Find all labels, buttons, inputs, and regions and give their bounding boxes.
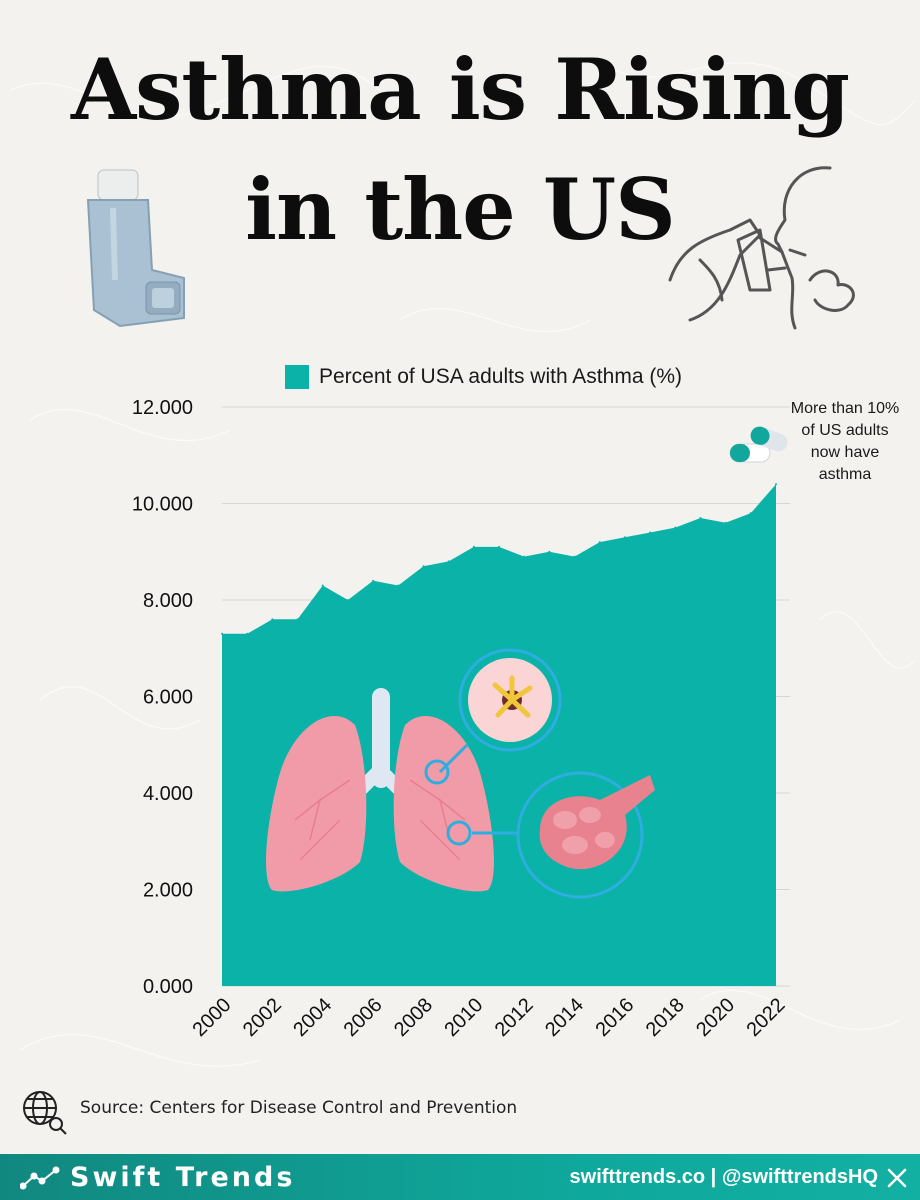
x-tick-label: 2022 [743,994,790,1041]
data-point [372,579,375,582]
page-title-line-2: in the US [245,160,676,259]
page-title-line-1: Asthma is Rising [70,40,850,139]
data-point [598,541,601,544]
data-point [346,599,349,601]
data-point [246,632,249,635]
inhaler-icon [86,169,185,328]
y-tick-label: 0.000 [143,976,193,998]
data-point [472,545,475,548]
person-inhaler-icon [668,166,855,330]
chart-legend: Percent of USA adults with Asthma (%) [285,362,682,392]
data-point [573,555,576,558]
x-tick-label: 2006 [340,994,387,1041]
data-point [749,512,752,515]
x-logo-icon[interactable] [886,1167,908,1189]
y-tick-label: 6.000 [143,687,193,709]
x-tick-label: 2008 [390,994,437,1041]
data-point [221,632,223,635]
y-tick-label: 12.000 [132,397,193,419]
brand-name: Swift Trends [70,1162,296,1193]
x-tick-label: 2020 [692,994,739,1041]
globe-search-icon [23,1091,67,1135]
area-chart: 0.000 2.000 4.000 6.000 8.000 10.000 12.000 20… [132,397,790,1041]
x-tick-label: 2000 [189,994,236,1041]
x-axis-ticks: 2000 2002 2004 2006 2008 2010 2012 2014 2016 2018… [189,994,790,1041]
data-point [649,531,652,534]
data-point [548,550,551,553]
data-point [296,618,299,621]
footer-bar: Swift Trends swifttrends.co | @swifttren… [0,1154,920,1200]
data-point [422,565,425,568]
x-tick-label: 2018 [642,994,689,1041]
trend-line-icon [20,1166,60,1190]
data-point [699,516,702,519]
y-tick-label: 2.000 [143,880,193,902]
y-tick-label: 4.000 [143,783,193,805]
legend-swatch [285,365,309,389]
chart-annotation: More than 10% of US adults now have asth… [790,400,900,483]
lungs-illustration [266,648,655,899]
pills-icon [729,426,788,463]
x-tick-label: 2014 [541,994,588,1041]
x-tick-label: 2010 [440,994,487,1041]
data-point [397,584,400,587]
data-point [674,526,677,529]
y-tick-label: 10.000 [132,494,193,516]
data-point [523,555,526,558]
y-axis-ticks: 0.000 2.000 4.000 6.000 8.000 10.000 12.000 [132,397,193,998]
x-tick-label: 2012 [491,994,538,1041]
data-point [498,545,500,548]
data-point [775,483,777,486]
legend-label: Percent of USA adults with Asthma (%) [319,365,682,388]
x-tick-label: 2016 [591,994,638,1041]
data-point [623,536,626,539]
data-point [724,521,727,524]
x-tick-label: 2004 [289,994,336,1041]
data-point [447,560,450,563]
source-note: Source: Centers for Disease Control and … [80,1098,518,1118]
footer-handle[interactable]: swifttrends.co | @swifttrendsHQ [569,1166,878,1188]
x-tick-label: 2002 [239,994,286,1041]
data-point [271,618,274,621]
y-tick-label: 8.000 [143,590,193,612]
data-point [321,584,324,587]
